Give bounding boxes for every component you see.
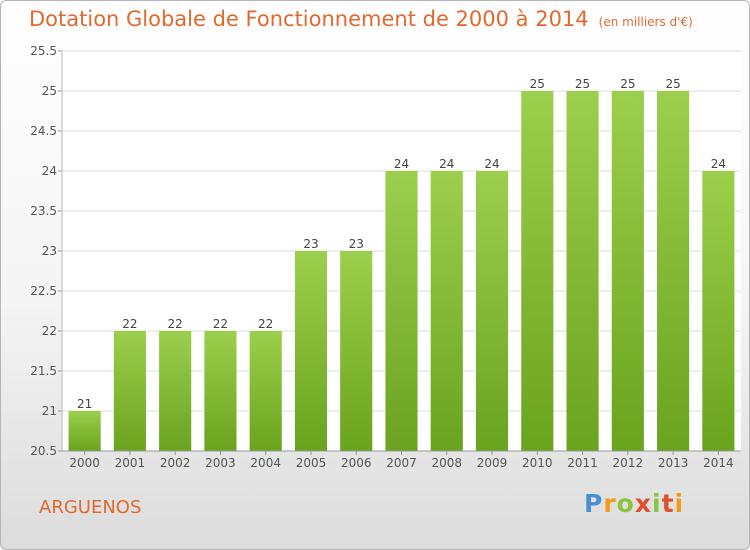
bar-2002	[159, 331, 192, 451]
commune-name: ARGUENOS	[39, 497, 142, 518]
y-tick-label: 25.5	[30, 44, 57, 58]
data-label: 24	[439, 157, 454, 171]
logo-letter: P	[584, 489, 604, 518]
logo-letter: t	[661, 489, 675, 518]
data-label: 23	[349, 237, 364, 251]
logo-letter: o	[616, 489, 635, 518]
bar-2010	[521, 91, 554, 451]
logo-letter: r	[603, 489, 617, 518]
data-label: 25	[575, 77, 590, 91]
y-tick-label: 24	[42, 164, 57, 178]
data-label: 25	[620, 77, 635, 91]
bar-2011	[566, 91, 599, 451]
data-label: 22	[168, 317, 183, 331]
logo-letter: i	[674, 489, 685, 518]
x-tick-label: 2011	[567, 456, 598, 470]
x-tick-label: 2013	[658, 456, 689, 470]
bar-2001	[113, 331, 146, 451]
y-tick-label: 23.5	[30, 204, 57, 218]
x-tick-label: 2005	[296, 456, 327, 470]
x-tick-label: 2006	[341, 456, 372, 470]
proxiti-logo: Proxiti	[584, 489, 684, 518]
logo-letter: i	[652, 489, 662, 518]
bar-2009	[475, 171, 509, 451]
logo-letter: x	[634, 489, 652, 518]
x-tick-label: 2009	[477, 456, 508, 470]
data-label: 21	[77, 397, 92, 411]
x-tick-label: 2008	[431, 456, 462, 470]
data-label: 22	[122, 317, 137, 331]
data-label: 23	[303, 237, 318, 251]
x-tick-label: 2004	[250, 456, 281, 470]
y-axis: 20.5 21 21.5 22 22.5 23 23.5 24 24.5 25 25.5	[30, 44, 62, 458]
y-tick-label: 24.5	[30, 124, 57, 138]
x-tick-label: 2014	[703, 456, 734, 470]
chart-title: Dotation Globale de Fonctionnement de 20…	[29, 7, 693, 31]
data-label: 22	[258, 317, 273, 331]
y-tick-label: 20.5	[30, 444, 57, 458]
x-axis: 2000 2001 2002 2003 2004 2005 2006 2007 2008 2009…	[69, 451, 734, 470]
x-tick-label: 2012	[613, 456, 644, 470]
bar-2007	[385, 171, 418, 451]
bar-2003	[204, 331, 237, 451]
bar-2004	[249, 331, 282, 451]
bar-2014	[702, 171, 735, 451]
data-label: 25	[530, 77, 545, 91]
chart-unit: (en milliers d'€)	[598, 15, 693, 29]
x-tick-label: 2010	[522, 456, 553, 470]
y-tick-label: 25	[42, 84, 57, 98]
y-tick-label: 23	[42, 244, 57, 258]
x-tick-label: 2002	[160, 456, 191, 470]
y-tick-label: 21.5	[30, 364, 57, 378]
bar-2006	[340, 251, 373, 451]
bar-2000	[68, 411, 101, 451]
data-labels: 21 22 22 22 22 23 23 24 24 24 25 25 25 25 24	[77, 77, 726, 411]
y-tick-label: 22	[42, 324, 57, 338]
bar-2008	[430, 171, 463, 451]
y-tick-label: 22.5	[30, 284, 57, 298]
data-label: 22	[213, 317, 228, 331]
bar-2012	[611, 91, 644, 451]
bar-2013	[657, 91, 690, 451]
x-tick-label: 2000	[69, 456, 100, 470]
x-tick-label: 2007	[386, 456, 417, 470]
y-tick-label: 21	[42, 404, 57, 418]
data-label: 24	[711, 157, 726, 171]
x-tick-label: 2003	[205, 456, 236, 470]
bar-2005	[294, 251, 328, 451]
data-label: 25	[665, 77, 680, 91]
x-tick-label: 2001	[115, 456, 146, 470]
chart-title-text: Dotation Globale de Fonctionnement de 20…	[29, 7, 589, 31]
data-label: 24	[484, 157, 499, 171]
data-label: 24	[394, 157, 409, 171]
bars	[68, 91, 735, 451]
